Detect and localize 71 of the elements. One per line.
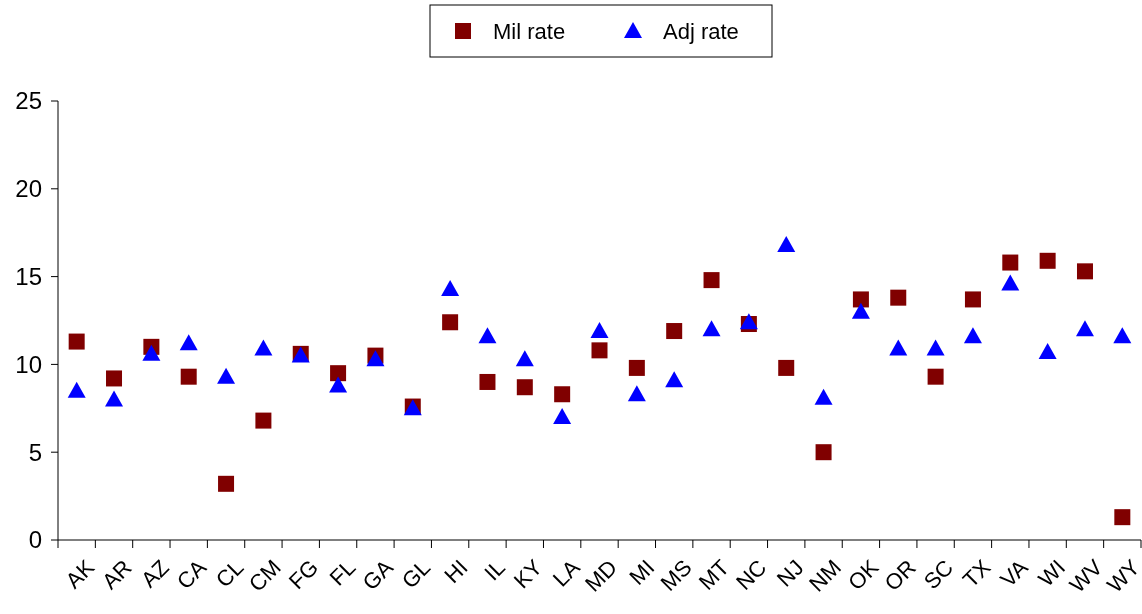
- point: [1114, 509, 1131, 526]
- x-tick-label: AR: [97, 554, 137, 595]
- point: [106, 370, 123, 387]
- x-tick-label: NC: [731, 554, 772, 595]
- point: [665, 371, 684, 388]
- point: [852, 291, 869, 308]
- point: [479, 373, 496, 390]
- point: [217, 367, 236, 384]
- point: [666, 323, 683, 340]
- point: [889, 339, 908, 356]
- y-tick-label: 25: [15, 87, 42, 115]
- point: [67, 381, 86, 398]
- x-tick-label: SC: [918, 554, 959, 595]
- point: [890, 289, 907, 306]
- point: [963, 327, 982, 344]
- x-tick-label: CA: [171, 554, 212, 595]
- x-tick-label: KY: [508, 554, 548, 594]
- point: [516, 379, 533, 396]
- point: [1076, 263, 1093, 280]
- point: [329, 376, 348, 393]
- point: [478, 327, 497, 344]
- point: [964, 291, 981, 308]
- point: [218, 475, 235, 492]
- x-tick-label: IL: [479, 554, 510, 586]
- y-tick-label: 20: [15, 175, 42, 203]
- x-tick-label: HI: [439, 554, 473, 588]
- y-tick-label: 10: [15, 350, 42, 378]
- point: [1075, 320, 1094, 337]
- point: [927, 368, 944, 385]
- x-tick-label: TX: [957, 554, 996, 593]
- point: [814, 388, 833, 405]
- point: [142, 344, 161, 361]
- legend-label: Adj rate: [663, 18, 739, 44]
- x-tick-label: AK: [60, 554, 100, 594]
- point: [777, 235, 796, 252]
- point: [180, 368, 197, 385]
- point: [778, 359, 795, 376]
- y-tick-label: 15: [15, 263, 42, 290]
- point: [1001, 274, 1020, 291]
- point: [1039, 252, 1056, 269]
- point: [628, 359, 645, 376]
- point: [554, 386, 571, 403]
- point: [702, 320, 721, 337]
- x-tick-label: GL: [396, 554, 436, 594]
- point: [442, 314, 459, 331]
- x-tick-label: FG: [283, 554, 324, 595]
- point: [1002, 254, 1019, 271]
- point: [703, 272, 720, 289]
- x-tick-label: WY: [1102, 554, 1142, 598]
- point: [330, 365, 347, 382]
- y-tick-label: 0: [28, 526, 42, 554]
- point: [179, 334, 198, 351]
- point: [553, 408, 572, 425]
- point: [515, 350, 534, 367]
- point: [815, 444, 832, 461]
- point: [441, 279, 460, 296]
- point: [1038, 343, 1057, 360]
- point: [926, 339, 945, 356]
- point: [105, 390, 124, 407]
- y-tick-label: 5: [28, 438, 42, 466]
- point: [627, 385, 646, 402]
- x-tick-label: AZ: [136, 554, 174, 593]
- point: [1113, 327, 1132, 344]
- point: [591, 342, 608, 359]
- point: [254, 339, 273, 356]
- point: [255, 412, 272, 429]
- point: [68, 333, 85, 350]
- legend-label: Mil rate: [493, 18, 566, 44]
- point: [851, 302, 870, 319]
- x-tick-label: VA: [995, 554, 1033, 593]
- point: [590, 322, 609, 339]
